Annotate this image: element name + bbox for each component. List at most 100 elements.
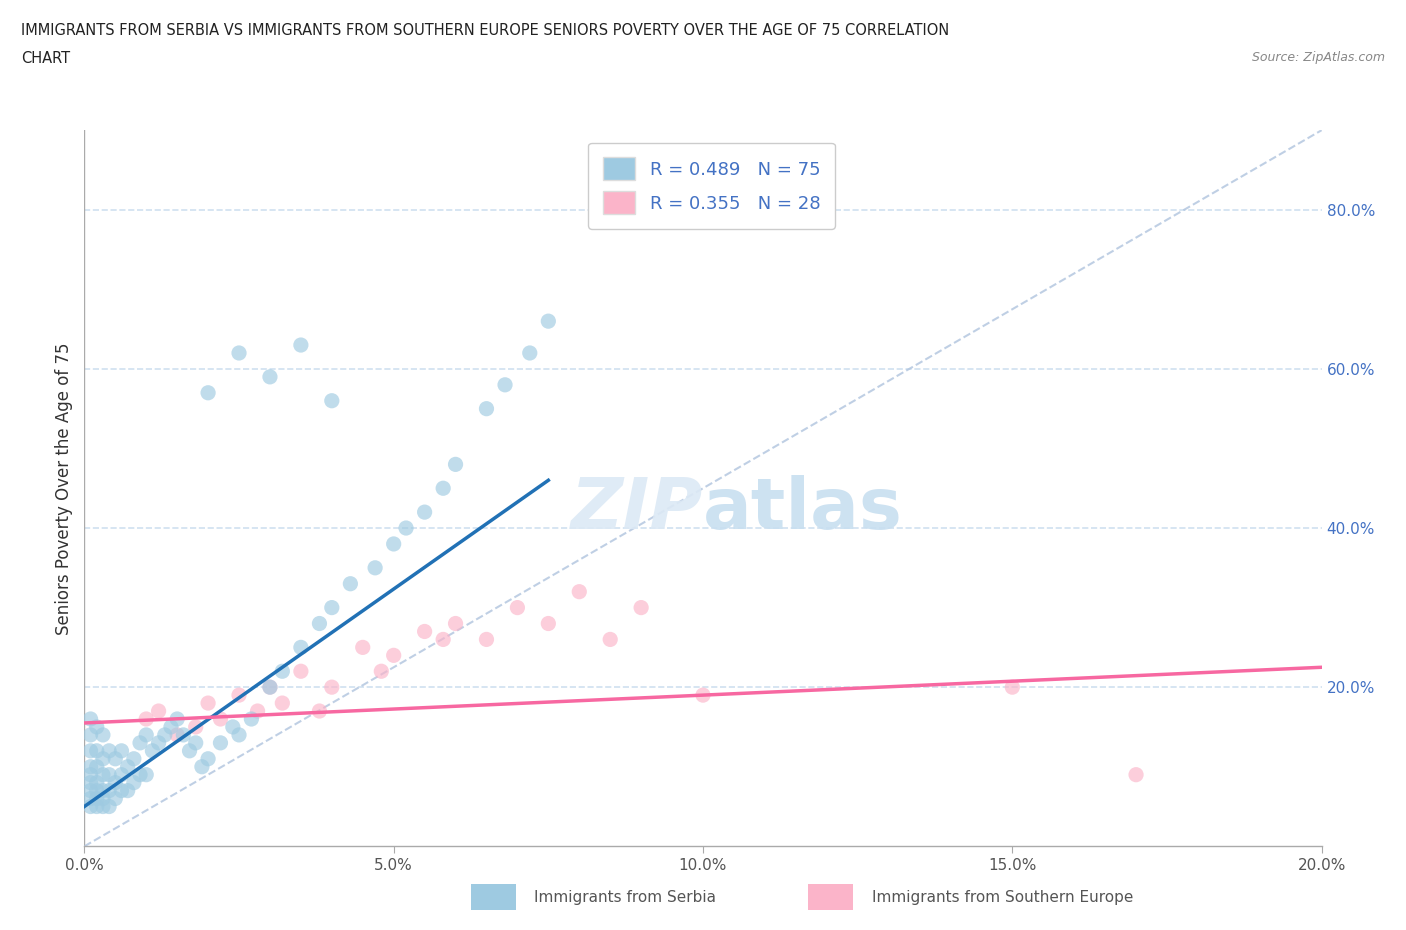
- Point: [228, 687, 250, 702]
- Point: [98, 799, 121, 814]
- Point: [444, 616, 467, 631]
- Point: [79, 791, 101, 806]
- Point: [240, 711, 263, 726]
- Point: [444, 457, 467, 472]
- Point: [86, 783, 108, 798]
- Point: [519, 346, 541, 361]
- Point: [148, 704, 170, 719]
- Y-axis label: Seniors Poverty Over the Age of 75: Seniors Poverty Over the Age of 75: [55, 342, 73, 634]
- Point: [79, 743, 101, 758]
- Point: [86, 776, 108, 790]
- Point: [91, 751, 114, 766]
- Point: [135, 767, 157, 782]
- Point: [209, 711, 232, 726]
- Point: [506, 600, 529, 615]
- Point: [104, 776, 127, 790]
- Point: [475, 632, 498, 647]
- Point: [122, 776, 145, 790]
- Text: ZIP: ZIP: [571, 475, 703, 544]
- Point: [370, 664, 392, 679]
- Point: [160, 720, 183, 735]
- Point: [79, 711, 101, 726]
- Text: CHART: CHART: [21, 51, 70, 66]
- Point: [321, 600, 343, 615]
- Text: Immigrants from Serbia: Immigrants from Serbia: [534, 890, 716, 905]
- Point: [86, 799, 108, 814]
- Point: [172, 727, 194, 742]
- Point: [79, 759, 101, 774]
- Point: [209, 736, 232, 751]
- Point: [91, 767, 114, 782]
- Point: [271, 696, 294, 711]
- Point: [86, 791, 108, 806]
- Point: [117, 783, 139, 798]
- Point: [382, 648, 405, 663]
- Point: [692, 687, 714, 702]
- Point: [308, 704, 330, 719]
- Point: [79, 783, 101, 798]
- Point: [339, 577, 361, 591]
- Point: [104, 791, 127, 806]
- Point: [86, 759, 108, 774]
- Point: [259, 680, 281, 695]
- Point: [1125, 767, 1147, 782]
- Point: [98, 767, 121, 782]
- Point: [395, 521, 418, 536]
- Point: [271, 664, 294, 679]
- Point: [259, 680, 281, 695]
- Text: IMMIGRANTS FROM SERBIA VS IMMIGRANTS FROM SOUTHERN EUROPE SENIORS POVERTY OVER T: IMMIGRANTS FROM SERBIA VS IMMIGRANTS FRO…: [21, 23, 949, 38]
- Point: [382, 537, 405, 551]
- Point: [413, 624, 436, 639]
- Point: [290, 338, 312, 352]
- Point: [290, 640, 312, 655]
- Point: [191, 759, 214, 774]
- Point: [91, 727, 114, 742]
- Text: Source: ZipAtlas.com: Source: ZipAtlas.com: [1251, 51, 1385, 64]
- Point: [321, 680, 343, 695]
- Point: [432, 481, 454, 496]
- Point: [166, 727, 188, 742]
- Point: [321, 393, 343, 408]
- Point: [166, 711, 188, 726]
- Point: [91, 799, 114, 814]
- Point: [91, 783, 114, 798]
- Point: [290, 664, 312, 679]
- Point: [494, 378, 516, 392]
- Point: [153, 727, 176, 742]
- Point: [364, 561, 387, 576]
- Point: [104, 751, 127, 766]
- Point: [79, 727, 101, 742]
- Point: [110, 767, 132, 782]
- Point: [98, 743, 121, 758]
- Point: [568, 584, 591, 599]
- Point: [222, 720, 245, 735]
- Point: [129, 736, 152, 751]
- Point: [197, 385, 219, 400]
- Point: [537, 616, 560, 631]
- Point: [129, 767, 152, 782]
- Point: [352, 640, 374, 655]
- Point: [122, 751, 145, 766]
- Point: [1001, 680, 1024, 695]
- Point: [537, 313, 560, 328]
- Point: [98, 783, 121, 798]
- Point: [135, 727, 157, 742]
- Point: [259, 369, 281, 384]
- Point: [184, 720, 207, 735]
- Point: [432, 632, 454, 647]
- Point: [79, 799, 101, 814]
- Point: [117, 759, 139, 774]
- Point: [197, 751, 219, 766]
- Legend: R = 0.489   N = 75, R = 0.355   N = 28: R = 0.489 N = 75, R = 0.355 N = 28: [588, 143, 835, 229]
- Point: [79, 776, 101, 790]
- Point: [110, 783, 132, 798]
- Point: [197, 696, 219, 711]
- Point: [179, 743, 201, 758]
- Point: [630, 600, 652, 615]
- Point: [91, 791, 114, 806]
- Text: atlas: atlas: [703, 475, 903, 544]
- Point: [110, 743, 132, 758]
- Point: [228, 346, 250, 361]
- Point: [599, 632, 621, 647]
- Text: Immigrants from Southern Europe: Immigrants from Southern Europe: [872, 890, 1133, 905]
